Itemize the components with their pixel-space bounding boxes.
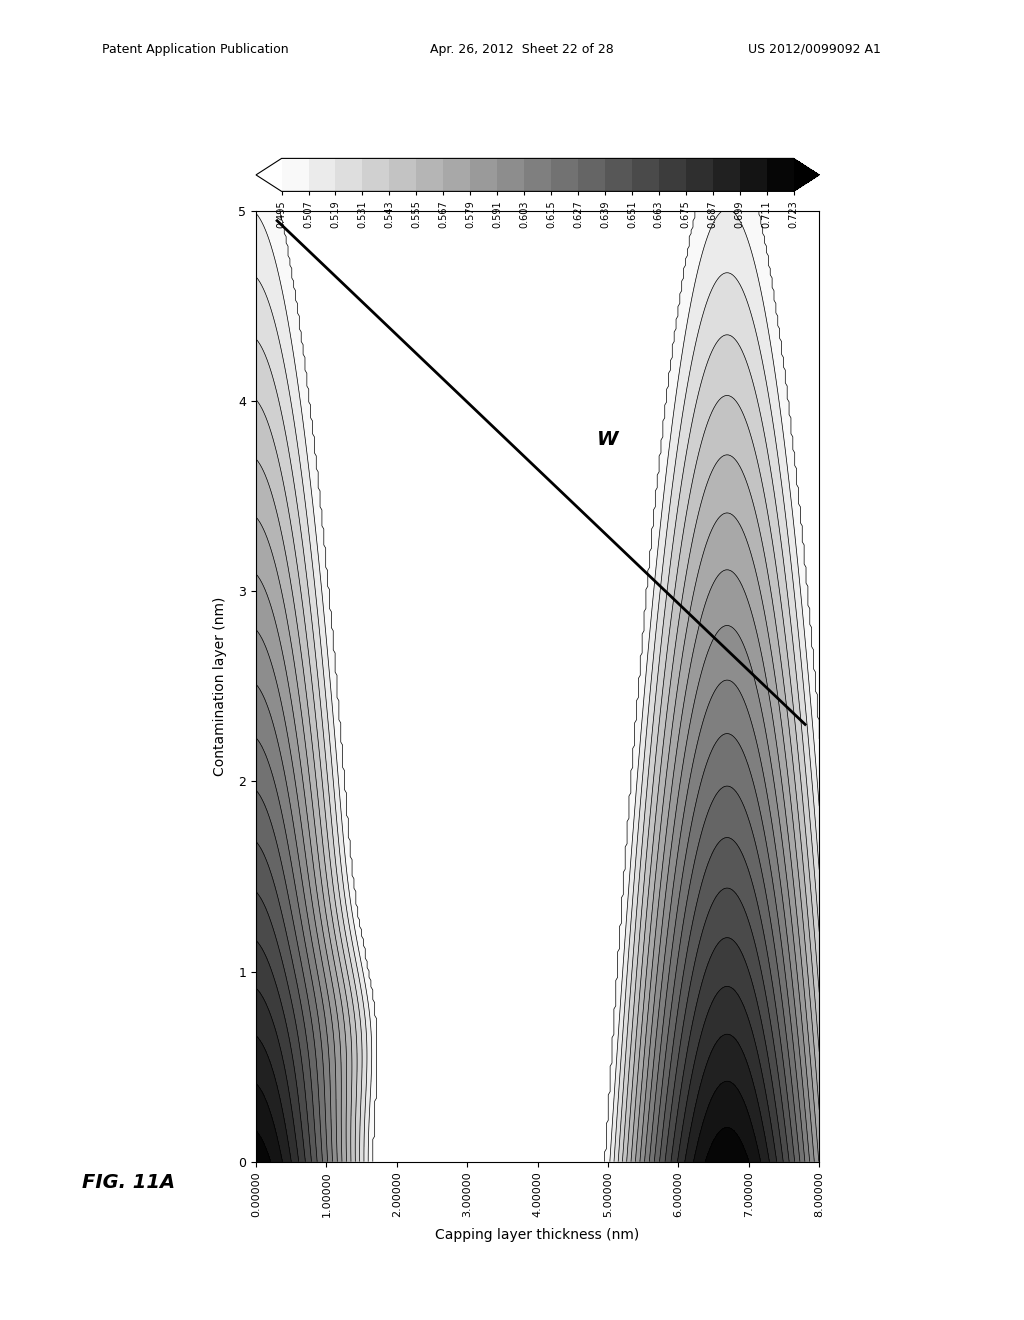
Text: Patent Application Publication: Patent Application Publication bbox=[102, 42, 289, 55]
Text: Apr. 26, 2012  Sheet 22 of 28: Apr. 26, 2012 Sheet 22 of 28 bbox=[430, 42, 613, 55]
PathPatch shape bbox=[256, 158, 282, 191]
Y-axis label: Contamination layer (nm): Contamination layer (nm) bbox=[213, 597, 227, 776]
PathPatch shape bbox=[794, 158, 819, 191]
X-axis label: Capping layer thickness (nm): Capping layer thickness (nm) bbox=[435, 1228, 640, 1242]
Text: US 2012/0099092 A1: US 2012/0099092 A1 bbox=[748, 42, 881, 55]
Text: W: W bbox=[597, 430, 618, 449]
Text: FIG. 11A: FIG. 11A bbox=[82, 1173, 175, 1192]
